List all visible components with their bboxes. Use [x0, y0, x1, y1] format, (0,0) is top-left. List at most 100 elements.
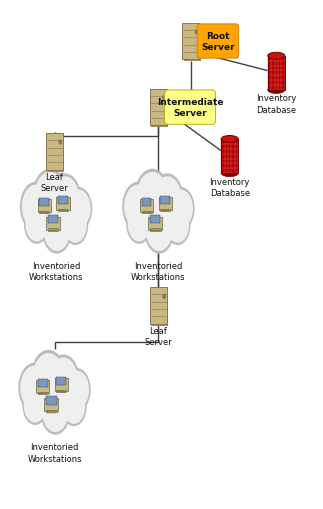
Circle shape: [127, 206, 151, 244]
Circle shape: [35, 173, 65, 220]
FancyBboxPatch shape: [39, 211, 49, 213]
FancyBboxPatch shape: [142, 213, 151, 214]
Circle shape: [169, 191, 192, 228]
FancyBboxPatch shape: [57, 391, 66, 393]
FancyBboxPatch shape: [46, 217, 60, 230]
Text: Root
Server: Root Server: [201, 32, 235, 51]
Circle shape: [129, 208, 150, 241]
Circle shape: [65, 188, 91, 230]
FancyBboxPatch shape: [57, 377, 66, 385]
Circle shape: [163, 295, 165, 299]
Circle shape: [167, 209, 188, 243]
FancyBboxPatch shape: [151, 290, 168, 326]
Circle shape: [35, 361, 74, 422]
FancyBboxPatch shape: [38, 392, 48, 394]
FancyBboxPatch shape: [182, 23, 200, 60]
Text: Inventoried
Workstations: Inventoried Workstations: [29, 262, 83, 282]
Circle shape: [65, 372, 89, 408]
Text: Inventoried
Workstations: Inventoried Workstations: [27, 443, 82, 463]
Circle shape: [139, 181, 178, 242]
Text: Inventory
Database: Inventory Database: [210, 177, 250, 197]
FancyBboxPatch shape: [141, 211, 152, 213]
Circle shape: [62, 387, 86, 426]
Circle shape: [51, 178, 78, 220]
Circle shape: [21, 366, 48, 409]
Circle shape: [32, 351, 65, 404]
Circle shape: [166, 207, 190, 245]
Circle shape: [45, 212, 69, 251]
FancyBboxPatch shape: [39, 393, 47, 394]
Circle shape: [123, 183, 153, 231]
FancyBboxPatch shape: [197, 25, 239, 59]
FancyBboxPatch shape: [58, 209, 68, 211]
Circle shape: [135, 170, 169, 223]
FancyBboxPatch shape: [47, 135, 64, 172]
Circle shape: [26, 208, 47, 241]
Circle shape: [63, 390, 85, 423]
Circle shape: [37, 365, 72, 419]
Circle shape: [154, 178, 181, 220]
Ellipse shape: [221, 171, 238, 177]
FancyBboxPatch shape: [221, 139, 238, 174]
FancyBboxPatch shape: [151, 92, 168, 128]
Circle shape: [65, 209, 86, 243]
Circle shape: [125, 186, 152, 229]
Circle shape: [25, 206, 49, 244]
Circle shape: [63, 369, 90, 411]
Circle shape: [22, 186, 49, 229]
Circle shape: [141, 184, 175, 238]
Circle shape: [50, 358, 77, 401]
FancyBboxPatch shape: [47, 229, 58, 231]
FancyBboxPatch shape: [161, 211, 169, 212]
Circle shape: [37, 181, 76, 242]
FancyBboxPatch shape: [150, 90, 167, 126]
Circle shape: [43, 209, 71, 253]
Circle shape: [48, 355, 79, 404]
Ellipse shape: [221, 136, 238, 143]
Circle shape: [25, 388, 46, 422]
Circle shape: [43, 392, 68, 432]
Ellipse shape: [268, 53, 285, 60]
FancyBboxPatch shape: [38, 379, 47, 387]
FancyBboxPatch shape: [148, 217, 162, 230]
FancyBboxPatch shape: [140, 200, 153, 212]
FancyBboxPatch shape: [184, 25, 201, 62]
Circle shape: [167, 188, 194, 230]
Circle shape: [147, 212, 172, 251]
Circle shape: [59, 141, 61, 145]
Circle shape: [39, 184, 73, 238]
Circle shape: [50, 175, 80, 223]
FancyBboxPatch shape: [38, 200, 51, 212]
FancyBboxPatch shape: [46, 410, 57, 412]
FancyBboxPatch shape: [45, 398, 58, 411]
FancyBboxPatch shape: [56, 390, 67, 392]
FancyBboxPatch shape: [165, 91, 215, 125]
FancyBboxPatch shape: [40, 213, 48, 214]
FancyBboxPatch shape: [47, 411, 56, 413]
Circle shape: [23, 386, 47, 425]
Circle shape: [163, 97, 165, 101]
Text: Inventory
Database: Inventory Database: [256, 94, 297, 115]
Circle shape: [41, 390, 69, 434]
FancyBboxPatch shape: [36, 381, 49, 393]
FancyBboxPatch shape: [39, 198, 49, 206]
Circle shape: [34, 354, 63, 401]
FancyBboxPatch shape: [268, 56, 285, 91]
FancyBboxPatch shape: [160, 209, 170, 211]
FancyBboxPatch shape: [58, 196, 68, 205]
Text: Inventoried
Workstations: Inventoried Workstations: [131, 262, 186, 282]
FancyBboxPatch shape: [48, 215, 58, 224]
Text: Leaf
Server: Leaf Server: [41, 173, 68, 192]
FancyBboxPatch shape: [142, 198, 151, 206]
FancyBboxPatch shape: [49, 231, 57, 232]
Circle shape: [195, 31, 198, 35]
FancyBboxPatch shape: [150, 215, 161, 224]
Circle shape: [138, 173, 167, 220]
Circle shape: [33, 170, 67, 223]
FancyBboxPatch shape: [151, 231, 160, 232]
Circle shape: [145, 209, 173, 253]
FancyBboxPatch shape: [150, 288, 167, 324]
Circle shape: [19, 364, 50, 412]
Circle shape: [67, 191, 90, 228]
FancyBboxPatch shape: [159, 198, 172, 210]
